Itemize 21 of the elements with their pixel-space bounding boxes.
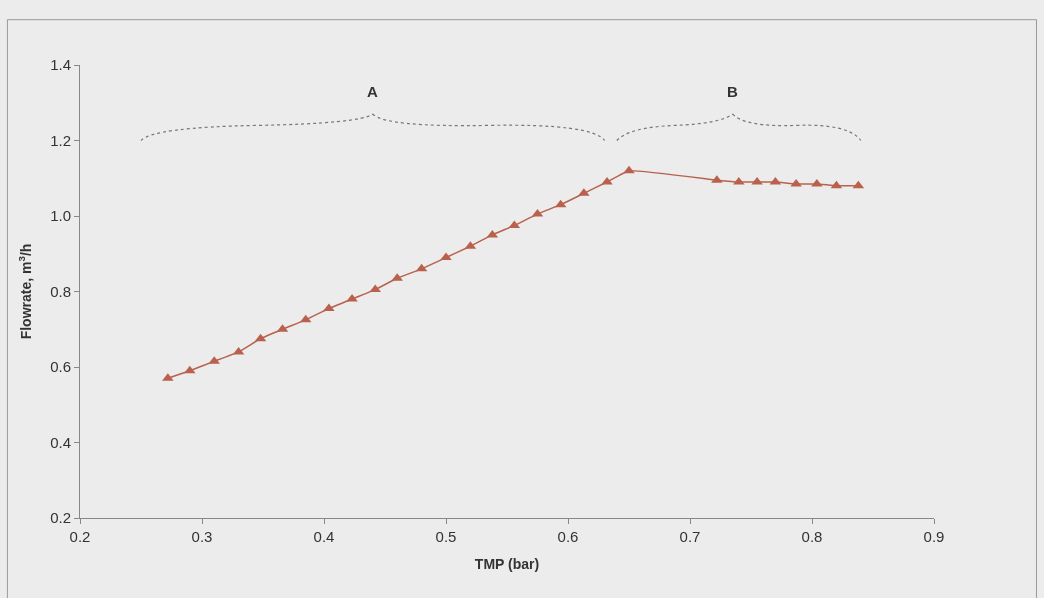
x-tick-label: 0.8 <box>801 528 823 545</box>
x-tick-label: 0.4 <box>313 528 335 545</box>
y-tick-label: 0.8 <box>50 282 71 300</box>
y-tick-label: 1.0 <box>50 207 71 225</box>
x-tick-label: 0.5 <box>435 528 457 545</box>
x-tick-label: 0.9 <box>923 528 945 545</box>
x-tick-label: 0.7 <box>679 528 701 545</box>
annotation: A <box>367 83 378 100</box>
point <box>440 252 452 261</box>
y-tick-label: 1.4 <box>50 56 71 74</box>
x-axis-title: TMP (bar) <box>474 556 540 573</box>
x-tick-label: 0.3 <box>191 528 213 545</box>
point <box>184 365 196 374</box>
annotation: B <box>727 83 738 100</box>
point <box>623 165 635 174</box>
y-tick-label: 0.6 <box>50 358 71 376</box>
x-tick-label: 0.2 <box>69 528 91 545</box>
y-tick-label: 1.2 <box>50 131 71 149</box>
y-tick-label: 0.2 <box>50 509 71 527</box>
x-tick-label: 0.6 <box>557 528 579 545</box>
y-tick-label: 0.4 <box>50 433 71 451</box>
